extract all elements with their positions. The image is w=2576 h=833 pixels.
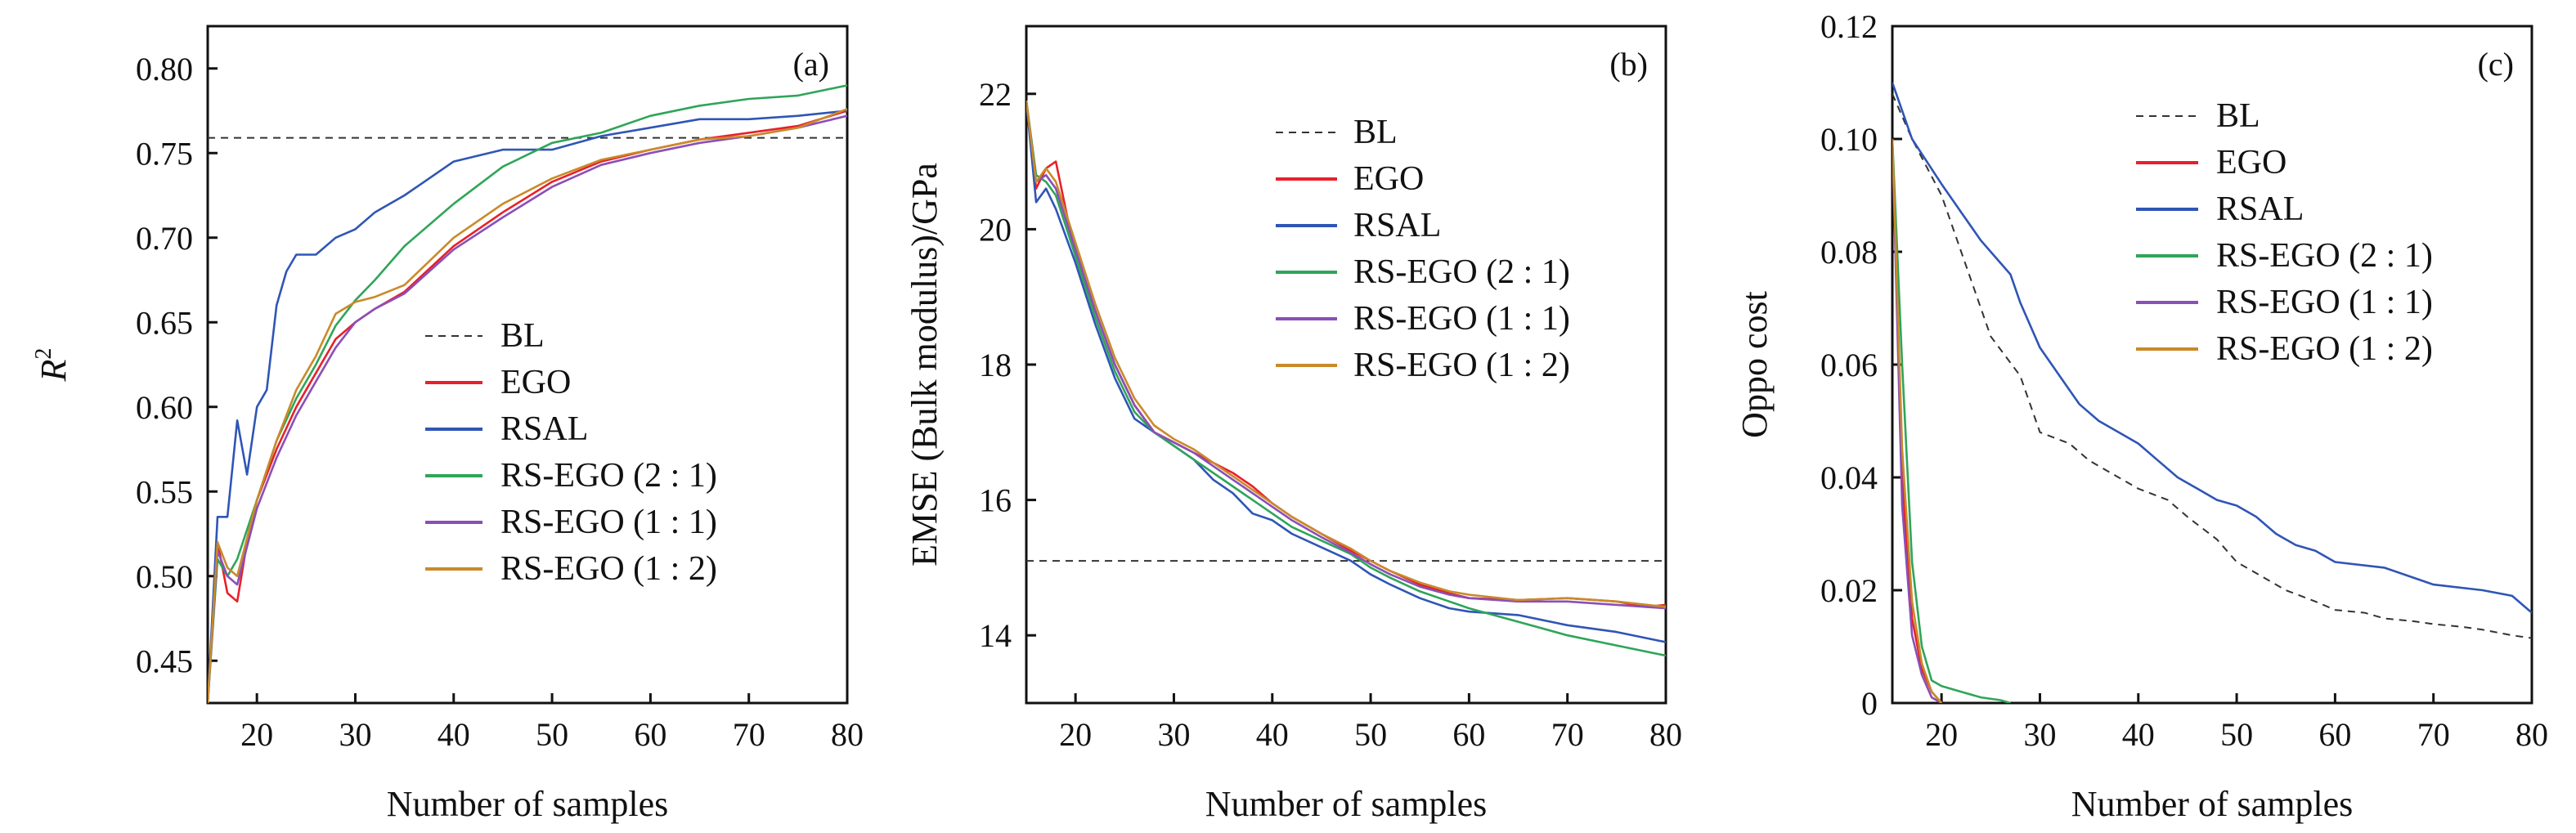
legend-entry: EGO xyxy=(1353,160,1424,198)
y-tick-label: 18 xyxy=(979,347,1012,383)
y-tick-label: 0.55 xyxy=(136,473,193,510)
x-tick-label: 30 xyxy=(339,716,371,753)
y-tick-label: 0 xyxy=(1861,685,1878,722)
legend-entry: BL xyxy=(1353,114,1398,151)
y-tick-label: 0.50 xyxy=(136,558,193,595)
panel-label: (a) xyxy=(793,46,829,83)
legend-entry: RS-EGO (2 : 1) xyxy=(500,457,717,495)
x-tick-label: 80 xyxy=(831,716,864,753)
y-axis-label: Oppo cost xyxy=(1735,291,1775,438)
series-line-rs-ego-1-2 xyxy=(208,108,847,703)
x-tick-label: 60 xyxy=(2318,716,2351,753)
x-tick-label: 20 xyxy=(1059,716,1092,753)
x-tick-label: 30 xyxy=(2023,716,2056,753)
panel-1: 20 30 40 50 60 70 80 0.45 0.50 0.55 0.60 0.65 0.70 0.… xyxy=(31,25,864,824)
y-tick-label: 0.75 xyxy=(136,135,193,172)
series-line-rs-ego-1-1 xyxy=(1892,138,1942,703)
legend-entry: EGO xyxy=(500,364,571,401)
x-tick-label: 40 xyxy=(1256,716,1289,753)
legend-entry: RS-EGO (1 : 1) xyxy=(2216,284,2433,321)
legend-entry: RS-EGO (1 : 2) xyxy=(1353,347,1570,384)
y-tick-label: 20 xyxy=(979,211,1012,248)
legend-entry: BL xyxy=(500,317,545,355)
y-axis-label: EMSE (Bulk modulus)/GPa xyxy=(904,163,945,567)
series-line-rsal xyxy=(208,110,847,703)
y-tick-label: 0.70 xyxy=(136,220,193,257)
series-line-rsal xyxy=(1026,100,1666,643)
series-line-rs-ego-1-1 xyxy=(208,114,847,703)
x-tick-label: 60 xyxy=(1452,716,1485,753)
legend-entry: RSAL xyxy=(1353,207,1441,244)
legend-entry: RS-EGO (2 : 1) xyxy=(2216,237,2433,275)
x-tick-label: 80 xyxy=(2515,716,2548,753)
plot-frame xyxy=(1891,25,2533,705)
series-line-rsal xyxy=(1892,82,2532,614)
legend-entry: RS-EGO (1 : 1) xyxy=(500,504,717,541)
series-line-rs-ego-2-1 xyxy=(1892,138,2011,703)
series-line-bl xyxy=(1892,93,2532,639)
y-tick-label: 0.04 xyxy=(1820,459,1878,496)
x-tick-label: 70 xyxy=(1551,716,1584,753)
legend-entry: RSAL xyxy=(500,410,588,448)
y-tick-label: 0.10 xyxy=(1820,121,1878,158)
legend-entry: RS-EGO (1 : 1) xyxy=(1353,300,1570,338)
y-tick-label: 16 xyxy=(979,482,1012,519)
legend-entry: EGO xyxy=(2216,144,2287,181)
x-tick-label: 50 xyxy=(2220,716,2253,753)
y-tick-label: 0.06 xyxy=(1820,347,1878,383)
y-tick-label: 0.08 xyxy=(1820,234,1878,271)
series-line-rs-ego-2-1 xyxy=(208,84,847,703)
x-tick-label: 40 xyxy=(2122,716,2155,753)
series-line-ego xyxy=(208,110,847,703)
legend: BL EGO RSAL RS-EGO (2 : 1) RS-EGO (1 : 1) RS-… xyxy=(425,317,717,588)
x-axis-label: Number of samples xyxy=(2071,784,2354,824)
panel-2: 20 30 40 50 60 70 80 14 16 18 20 22 Number of sample… xyxy=(904,25,1682,824)
x-tick-label: 70 xyxy=(733,716,765,753)
x-tick-label: 70 xyxy=(2417,716,2450,753)
y-tick-label: 0.02 xyxy=(1820,572,1878,609)
y-axis-label: R2 xyxy=(31,348,74,383)
legend-entry: RS-EGO (1 : 2) xyxy=(2216,330,2433,368)
series-group xyxy=(1892,82,2532,703)
y-tick-label: 0.45 xyxy=(136,643,193,679)
x-axis-label: Number of samples xyxy=(387,784,669,824)
panel-label: (c) xyxy=(2478,46,2514,83)
y-tick-label: 22 xyxy=(979,76,1012,113)
series-line-rs-ego-2-1 xyxy=(1026,100,1666,657)
y-tick-label: 0.65 xyxy=(136,304,193,341)
legend-entry: RS-EGO (2 : 1) xyxy=(1353,253,1570,291)
series-line-rs-ego-1-2 xyxy=(1892,138,1943,703)
y-tick-label: 14 xyxy=(979,617,1012,654)
y-tick-label: 0.80 xyxy=(136,51,193,87)
x-tick-label: 30 xyxy=(1157,716,1190,753)
series-line-rs-ego-1-2 xyxy=(1026,100,1666,608)
legend-entry: RS-EGO (1 : 2) xyxy=(500,550,717,588)
y-tick-label: 0.12 xyxy=(1820,8,1878,45)
x-tick-label: 20 xyxy=(1925,716,1958,753)
panel-3: 20 30 40 50 60 70 80 0 0.02 0.04 0.06 0.08 0.10 0.12 N… xyxy=(1735,8,2548,824)
legend: BL EGO RSAL RS-EGO (2 : 1) RS-EGO (1 : 1) RS-… xyxy=(2136,97,2433,368)
x-tick-label: 20 xyxy=(240,716,273,753)
plot-frame xyxy=(206,25,849,705)
legend-entry: RSAL xyxy=(2216,190,2304,228)
series-group xyxy=(208,84,847,703)
x-tick-label: 80 xyxy=(1649,716,1682,753)
y-tick-label: 0.60 xyxy=(136,389,193,426)
series-line-rs-ego-1-1 xyxy=(1026,100,1666,610)
x-tick-label: 50 xyxy=(536,716,568,753)
x-axis-label: Number of samples xyxy=(1205,784,1488,824)
panel-label: (b) xyxy=(1609,46,1648,83)
x-tick-label: 60 xyxy=(634,716,666,753)
x-tick-label: 50 xyxy=(1354,716,1387,753)
legend-entry: BL xyxy=(2216,97,2260,135)
x-tick-label: 40 xyxy=(438,716,470,753)
series-group xyxy=(1026,100,1666,657)
legend: BL EGO RSAL RS-EGO (2 : 1) RS-EGO (1 : 1) RS-… xyxy=(1276,114,1570,384)
